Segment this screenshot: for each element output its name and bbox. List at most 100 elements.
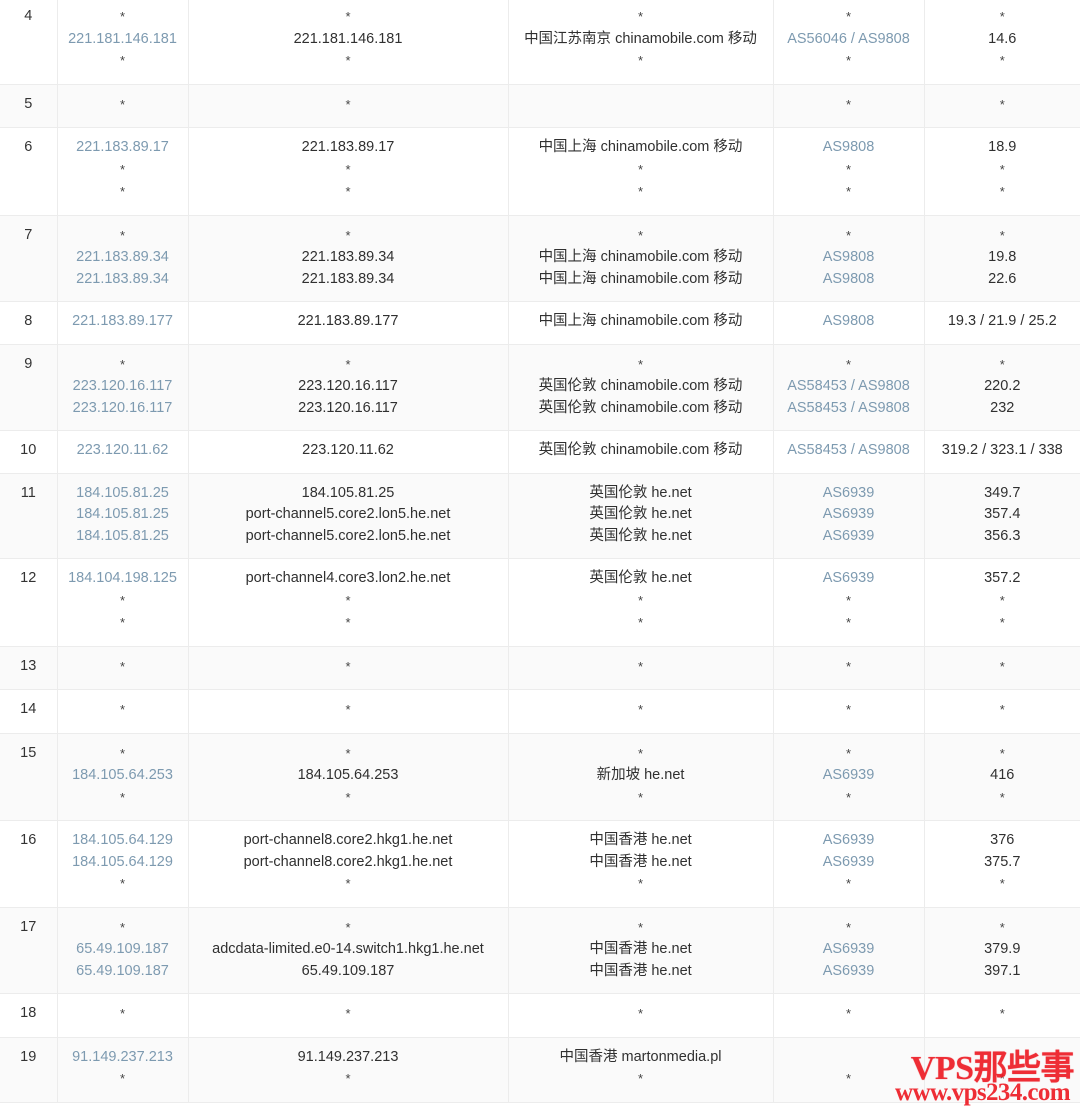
no-response-marker: * xyxy=(999,184,1005,199)
hostname-cell: 184.105.81.25 port-channel5.core2.lon5.he… xyxy=(188,473,509,559)
latency-cell-text: 349.7 xyxy=(984,484,1021,501)
hostname-cell-text: 223.120.16.117 xyxy=(298,399,398,416)
geo-cell: 中国上海 chinamobile.com 移动 * * xyxy=(508,127,774,216)
hostname-cell: * xyxy=(188,646,509,690)
no-response-marker: * xyxy=(119,615,126,630)
ip-link[interactable]: 184.105.81.25 xyxy=(76,527,169,544)
hop-number: 12 xyxy=(0,558,58,647)
asn-link[interactable]: AS6939 xyxy=(822,767,875,783)
asn-link[interactable]: AS6939 xyxy=(822,832,875,848)
no-response-marker: * xyxy=(345,1006,351,1021)
no-response-marker: * xyxy=(345,227,351,243)
asn-link[interactable]: AS9808 xyxy=(822,313,875,329)
asn-link[interactable]: AS6939 xyxy=(822,527,875,544)
asn-cell: * AS56046 / AS9808 * xyxy=(773,0,925,85)
no-response-marker: * xyxy=(999,789,1005,805)
ip-cell: * xyxy=(57,84,189,128)
hostname-cell-text: port-channel5.core2.lon5.he.net xyxy=(245,506,451,522)
ip-cell: 91.149.237.213 * xyxy=(57,1037,189,1103)
latency-cell: * 220.2 232 xyxy=(924,344,1080,431)
no-response-marker: * xyxy=(999,53,1005,68)
asn-link[interactable]: AS9808 xyxy=(822,139,875,155)
ip-link[interactable]: 184.104.198.125 xyxy=(68,570,177,586)
geo-cell: * xyxy=(508,689,774,734)
hop-number: 7 xyxy=(0,215,58,302)
latency-cell-text: 19.3 / 21.9 / 25.2 xyxy=(947,313,1057,329)
hostname-cell-text: 91.149.237.213 xyxy=(297,1048,399,1065)
latency-cell-text: 397.1 xyxy=(984,962,1021,979)
no-response-marker: * xyxy=(999,161,1005,177)
ip-link[interactable]: 184.105.81.25 xyxy=(76,484,169,501)
latency-cell-text: 232 xyxy=(990,399,1015,416)
latency-cell-text: 22.6 xyxy=(988,270,1017,287)
asn-link[interactable]: AS6939 xyxy=(822,570,875,586)
ip-cell: 221.183.89.177 xyxy=(57,301,189,345)
asn-link[interactable]: AS6939 xyxy=(822,941,875,957)
geo-cell-text: 中国江苏南京 chinamobile.com 移动 xyxy=(524,30,757,47)
no-response-marker: * xyxy=(637,9,644,24)
ip-link[interactable]: 65.49.109.187 xyxy=(76,962,169,979)
latency-cell-text: 376 xyxy=(990,832,1015,848)
asn-link[interactable]: AS6939 xyxy=(822,506,875,522)
no-response-marker: * xyxy=(845,53,852,68)
asn-cell: AS9808 * * xyxy=(773,127,925,216)
ip-link[interactable]: 65.49.109.187 xyxy=(76,941,169,957)
geo-cell-text: 英国伦敦 chinamobile.com 移动 xyxy=(538,378,743,394)
no-response-marker: * xyxy=(999,1006,1005,1021)
ip-link[interactable]: 184.105.81.25 xyxy=(76,506,169,522)
ip-link[interactable]: 184.105.64.253 xyxy=(72,767,173,783)
asn-link[interactable]: AS58453 / AS9808 xyxy=(787,378,910,394)
no-response-marker: * xyxy=(345,876,351,891)
ip-link[interactable]: 221.181.146.181 xyxy=(68,30,177,47)
asn-link[interactable]: AS6939 xyxy=(822,484,875,501)
no-response-marker: * xyxy=(119,53,126,68)
asn-link[interactable]: AS6939 xyxy=(822,962,875,979)
no-response-marker: * xyxy=(637,1071,644,1086)
no-response-marker: * xyxy=(637,702,644,717)
ip-link[interactable]: 221.183.89.34 xyxy=(76,270,169,287)
no-response-marker: * xyxy=(845,876,852,891)
ip-link[interactable]: 221.183.89.17 xyxy=(76,139,169,155)
asn-link[interactable]: AS58453 / AS9808 xyxy=(787,399,910,416)
hostname-cell-text: 184.105.64.253 xyxy=(297,767,399,783)
ip-link[interactable]: 184.105.64.129 xyxy=(72,832,173,848)
ip-link[interactable]: 91.149.237.213 xyxy=(72,1048,173,1065)
asn-link[interactable]: AS9808 xyxy=(822,270,875,287)
table-row: 15 * 184.105.64.253 * * 184.105.64.253 * * 新加坡 h… xyxy=(0,733,1080,821)
ip-link[interactable]: 223.120.16.117 xyxy=(72,378,173,394)
asn-link[interactable]: AS6939 xyxy=(822,853,875,870)
table-row: 16 184.105.64.129 184.105.64.129 * port-chan… xyxy=(0,820,1080,908)
latency-cell-text: 220.2 xyxy=(984,378,1021,394)
table-row: 7 * 221.183.89.34 221.183.89.34 * 221.183.89.… xyxy=(0,215,1080,302)
geo-cell: * 中国江苏南京 chinamobile.com 移动 * xyxy=(508,0,774,85)
asn-link[interactable]: AS56046 / AS9808 xyxy=(787,30,910,47)
no-response-marker: * xyxy=(999,1071,1005,1086)
no-response-marker: * xyxy=(637,789,644,805)
table-row: 9 * 223.120.16.117 223.120.16.117 * 223.120.1… xyxy=(0,344,1080,431)
ip-link[interactable]: 223.120.16.117 xyxy=(72,399,173,416)
asn-link[interactable]: AS58453 / AS9808 xyxy=(787,442,910,458)
no-response-marker: * xyxy=(345,96,351,112)
no-response-marker: * xyxy=(845,592,852,608)
no-response-marker: * xyxy=(119,592,126,608)
no-response-marker: * xyxy=(845,745,852,761)
ip-cell: 223.120.11.62 xyxy=(57,430,189,474)
ip-link[interactable]: 184.105.64.129 xyxy=(72,853,173,870)
table-row: 4 * 221.181.146.181 * * 221.181.146.181 * * 中国江苏… xyxy=(0,0,1080,85)
table-row: 6 221.183.89.17 * * 221.183.89.17 * * 中国上海 chin… xyxy=(0,127,1080,216)
latency-cell: 376 375.7 * xyxy=(924,820,1080,908)
table-row: 19 91.149.237.213 * 91.149.237.213 * 中国香港 mar… xyxy=(0,1037,1080,1103)
ip-link[interactable]: 223.120.11.62 xyxy=(76,442,169,458)
asn-link[interactable]: AS9808 xyxy=(822,249,875,265)
hostname-cell: * 184.105.64.253 * xyxy=(188,733,509,821)
asn-cell: AS6939 AS6939 * xyxy=(773,820,925,908)
ip-link[interactable]: 221.183.89.34 xyxy=(76,249,169,265)
table-row: 5 * * * * xyxy=(0,84,1080,128)
no-response-marker: * xyxy=(345,9,351,24)
no-response-marker: * xyxy=(345,615,351,630)
ip-cell: * xyxy=(57,646,189,690)
no-response-marker: * xyxy=(845,356,852,372)
hostname-cell: * 221.183.89.34 221.183.89.34 xyxy=(188,215,509,302)
ip-link[interactable]: 221.183.89.177 xyxy=(72,313,173,329)
